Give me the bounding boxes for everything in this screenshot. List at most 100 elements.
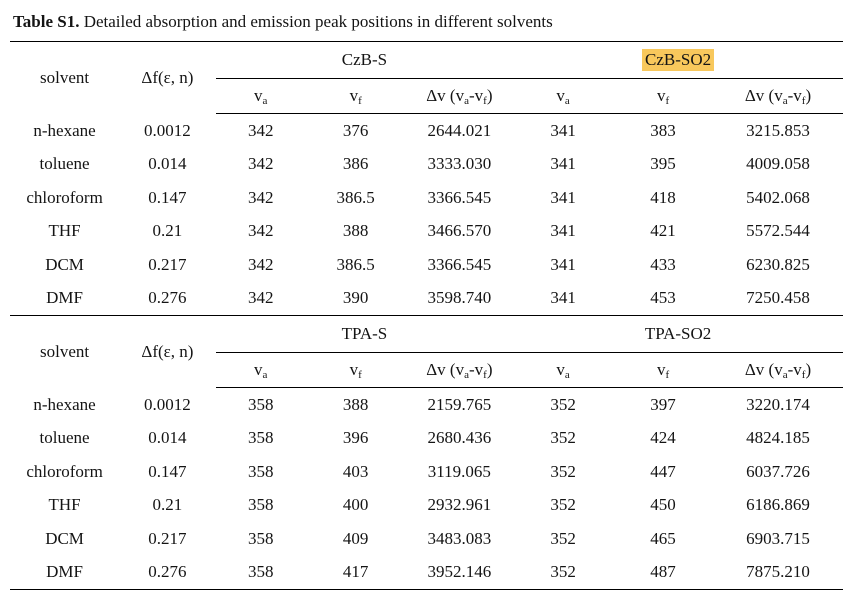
cell-solvent: toluene bbox=[39, 154, 90, 174]
cell-g1-dv: 3366.545 bbox=[427, 187, 492, 207]
group-header-tpa-s: TPA-S bbox=[215, 315, 514, 353]
cell-df: 0.217 bbox=[148, 528, 187, 548]
cell-g1-vf: 386.5 bbox=[336, 187, 375, 207]
cell-g2-vf: 453 bbox=[650, 288, 676, 308]
cell-g2-dv: 7875.210 bbox=[746, 562, 810, 582]
cell-g1-vf: 376 bbox=[342, 120, 369, 140]
cell-g2-va: 352 bbox=[550, 528, 576, 548]
cell-g2-va: 341 bbox=[550, 154, 576, 174]
group-header-czb-s: CzB-S bbox=[215, 41, 514, 79]
column-header-dv: Δv (va-vf) bbox=[713, 78, 843, 114]
cell-solvent: DCM bbox=[45, 254, 84, 274]
table-row: n-hexane 0.0012 342 376 2644.021 341 383… bbox=[10, 114, 843, 148]
table-row: DCM 0.217 358 409 3483.083 352 465 6903.… bbox=[10, 522, 843, 556]
cell-g1-dv: 3119.065 bbox=[427, 461, 491, 481]
cell-g2-va: 341 bbox=[550, 288, 576, 308]
cell-g2-va: 352 bbox=[550, 428, 576, 448]
cell-df: 0.147 bbox=[148, 461, 187, 481]
table-row: THF 0.21 358 400 2932.961 352 450 6186.8… bbox=[10, 489, 843, 523]
column-header-vf: vf bbox=[613, 352, 713, 388]
table-row: chloroform 0.147 342 386.5 3366.545 341 … bbox=[10, 181, 843, 215]
cell-g1-dv: 2932.961 bbox=[427, 495, 492, 515]
cell-g1-va: 342 bbox=[247, 187, 274, 207]
column-header-va: va bbox=[513, 352, 614, 388]
table-caption: Table S1. Detailed absorption and emissi… bbox=[0, 0, 853, 41]
group-header-tpa-so2: TPA-SO2 bbox=[513, 315, 843, 353]
cell-g1-dv: 2680.436 bbox=[427, 428, 492, 448]
column-header-df: Δf(ε, n) bbox=[141, 67, 194, 87]
column-header-dv: Δv (va-vf) bbox=[405, 78, 514, 114]
table-row: DMF 0.276 342 390 3598.740 341 453 7250.… bbox=[10, 282, 843, 316]
cell-g1-dv: 2159.765 bbox=[427, 394, 492, 414]
cell-solvent: n-hexane bbox=[33, 394, 96, 414]
cell-g2-va: 352 bbox=[550, 461, 576, 481]
table1-header: solvent Δf(ε, n) CzB-S CzB-SO2 va vf Δv … bbox=[10, 41, 843, 114]
cell-g2-dv: 6903.715 bbox=[746, 528, 810, 548]
column-header-vf: vf bbox=[305, 78, 406, 114]
cell-g1-dv: 3333.030 bbox=[427, 154, 492, 174]
cell-g1-va: 358 bbox=[247, 394, 274, 414]
cell-g1-va: 342 bbox=[247, 288, 274, 308]
cell-g2-vf: 433 bbox=[650, 254, 676, 274]
table-caption-label: Table S1. bbox=[13, 12, 80, 31]
table-caption-text: Detailed absorption and emission peak po… bbox=[79, 12, 553, 31]
table-row: DMF 0.276 358 417 3952.146 352 487 7875.… bbox=[10, 556, 843, 590]
table2-body: n-hexane 0.0012 358 388 2159.765 352 397… bbox=[10, 388, 843, 590]
cell-g1-dv: 3952.146 bbox=[427, 562, 492, 582]
absorption-emission-table: solvent Δf(ε, n) CzB-S CzB-SO2 va vf Δv … bbox=[10, 41, 843, 590]
cell-g2-vf: 395 bbox=[650, 154, 676, 174]
cell-g2-vf: 421 bbox=[650, 221, 676, 241]
cell-df: 0.21 bbox=[152, 495, 183, 515]
cell-g2-dv: 6186.869 bbox=[746, 495, 810, 515]
table2-header: solvent Δf(ε, n) TPA-S TPA-SO2 va vf Δv … bbox=[10, 315, 843, 388]
cell-g2-dv: 3215.853 bbox=[746, 120, 810, 140]
cell-g1-va: 358 bbox=[247, 562, 274, 582]
cell-solvent: DMF bbox=[46, 562, 83, 582]
cell-g2-vf: 487 bbox=[650, 562, 676, 582]
cell-g1-va: 358 bbox=[247, 495, 274, 515]
cell-g2-vf: 418 bbox=[650, 187, 676, 207]
cell-g2-vf: 465 bbox=[650, 528, 676, 548]
cell-g1-va: 358 bbox=[247, 428, 274, 448]
table-row: n-hexane 0.0012 358 388 2159.765 352 397… bbox=[10, 388, 843, 422]
cell-g2-va: 352 bbox=[550, 562, 576, 582]
table1-body: n-hexane 0.0012 342 376 2644.021 341 383… bbox=[10, 114, 843, 316]
cell-g1-dv: 3366.545 bbox=[427, 254, 492, 274]
table-row: toluene 0.014 342 386 3333.030 341 395 4… bbox=[10, 148, 843, 182]
cell-g1-dv: 3598.740 bbox=[427, 288, 492, 308]
cell-g2-dv: 6037.726 bbox=[746, 461, 810, 481]
column-header-vf: vf bbox=[613, 78, 713, 114]
cell-g1-va: 342 bbox=[247, 120, 274, 140]
column-header-dv: Δv (va-vf) bbox=[405, 352, 514, 388]
cell-g1-vf: 388 bbox=[342, 221, 369, 241]
group-header-label-highlighted: CzB-SO2 bbox=[641, 49, 715, 71]
cell-solvent: DCM bbox=[45, 528, 84, 548]
cell-g2-va: 352 bbox=[550, 495, 576, 515]
cell-df: 0.276 bbox=[148, 288, 187, 308]
cell-g2-vf: 450 bbox=[650, 495, 676, 515]
cell-g1-vf: 388 bbox=[342, 394, 369, 414]
cell-solvent: DMF bbox=[46, 288, 83, 308]
group-header-label: TPA-S bbox=[341, 324, 388, 343]
cell-g1-va: 342 bbox=[247, 221, 274, 241]
cell-g2-dv: 5402.068 bbox=[746, 187, 810, 207]
cell-g2-va: 341 bbox=[550, 221, 576, 241]
cell-df: 0.147 bbox=[148, 187, 187, 207]
group-header-czb-so2: CzB-SO2 bbox=[513, 41, 843, 79]
cell-g2-va: 352 bbox=[550, 394, 576, 414]
cell-g2-vf: 447 bbox=[650, 461, 676, 481]
cell-solvent: toluene bbox=[39, 428, 90, 448]
column-header-va: va bbox=[513, 78, 614, 114]
cell-solvent: THF bbox=[48, 495, 81, 515]
cell-g1-vf: 390 bbox=[342, 288, 369, 308]
cell-g2-dv: 4824.185 bbox=[746, 428, 810, 448]
table-row: chloroform 0.147 358 403 3119.065 352 44… bbox=[10, 455, 843, 489]
cell-g2-va: 341 bbox=[550, 120, 576, 140]
cell-g2-va: 341 bbox=[550, 187, 576, 207]
cell-solvent: n-hexane bbox=[33, 120, 96, 140]
cell-g1-va: 342 bbox=[247, 154, 274, 174]
cell-solvent: THF bbox=[48, 221, 81, 241]
cell-g1-vf: 417 bbox=[342, 562, 369, 582]
cell-df: 0.217 bbox=[148, 254, 187, 274]
cell-solvent: chloroform bbox=[26, 187, 103, 207]
